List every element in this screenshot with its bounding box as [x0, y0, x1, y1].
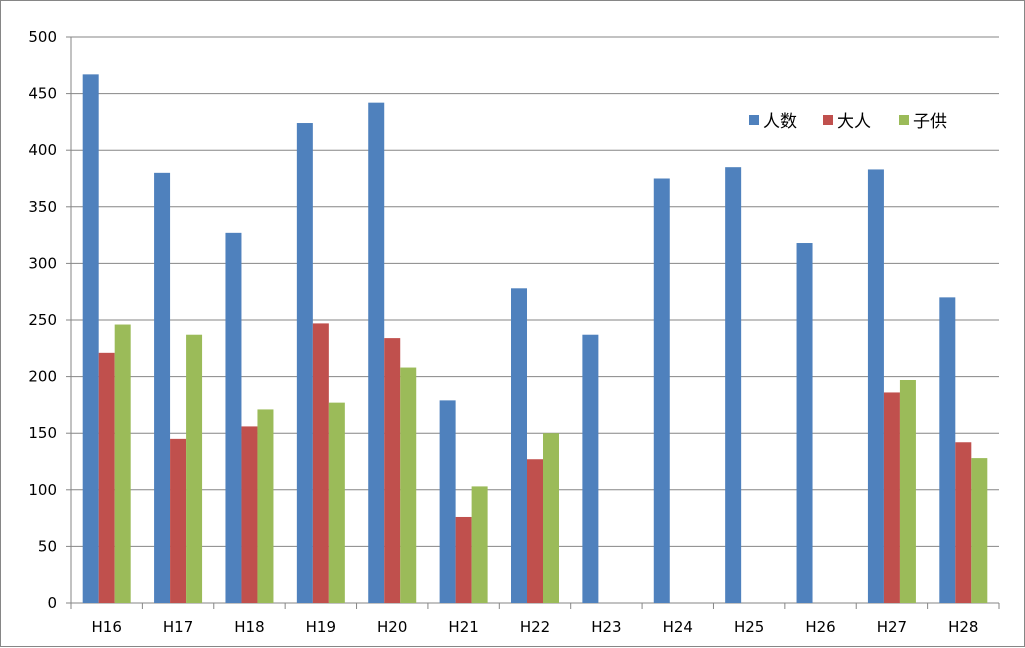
- x-tick-label: H21: [448, 618, 478, 636]
- bar-H16-子供: [114, 324, 131, 603]
- bar-H19-人数: [296, 123, 313, 604]
- bar-H25-人数: [725, 167, 742, 603]
- x-tick-label: H26: [805, 618, 835, 636]
- x-tick-label: H27: [877, 618, 907, 636]
- bar-H18-大人: [241, 426, 258, 603]
- x-tick-label: H24: [663, 618, 693, 636]
- bars: [82, 74, 988, 604]
- bar-H28-大人: [955, 442, 972, 603]
- y-tick-label: 250: [28, 311, 57, 329]
- y-tick-label: 350: [28, 198, 57, 216]
- x-tick-label: H28: [948, 618, 978, 636]
- bar-H27-大人: [883, 392, 900, 603]
- bar-H17-人数: [154, 172, 171, 603]
- bar-H21-人数: [439, 400, 456, 603]
- bar-H18-人数: [225, 232, 242, 603]
- x-tick-label: H23: [591, 618, 621, 636]
- x-tick-label: H19: [306, 618, 336, 636]
- y-tick-label: 450: [28, 85, 57, 103]
- bar-H18-子供: [257, 409, 274, 603]
- x-tick-label: H16: [92, 618, 122, 636]
- y-tick-label: 500: [28, 28, 57, 46]
- x-tick-label: H22: [520, 618, 550, 636]
- bar-H22-子供: [543, 433, 559, 603]
- y-tick-label: 150: [28, 424, 57, 442]
- bar-H19-大人: [312, 323, 329, 603]
- bar-H20-人数: [368, 102, 385, 603]
- legend-swatch: [823, 115, 833, 125]
- y-tick-label: 50: [38, 537, 57, 555]
- bar-H16-大人: [98, 352, 115, 603]
- y-axis-ticks: 0 50 100 150 200 250 300 350 400 450 500: [28, 28, 71, 612]
- bar-H20-子供: [400, 367, 417, 603]
- bar-H21-大人: [455, 516, 472, 603]
- y-tick-label: 400: [28, 141, 57, 159]
- x-tick-label: H20: [377, 618, 407, 636]
- x-tick-label: H17: [163, 618, 193, 636]
- legend-swatch: [749, 115, 759, 125]
- bar-H28-人数: [939, 297, 956, 603]
- legend-label: 人数: [763, 112, 797, 132]
- bar-H27-子供: [899, 379, 916, 603]
- bar-H28-子供: [971, 458, 988, 603]
- bar-H24-人数: [653, 178, 670, 603]
- y-tick-label: 300: [28, 254, 57, 272]
- y-tick-label: 100: [28, 481, 57, 499]
- bar-H17-大人: [170, 438, 187, 603]
- legend-label: 大人: [837, 112, 871, 132]
- bar-H22-大人: [527, 459, 543, 603]
- legend: 人数 大人 子供: [749, 112, 947, 132]
- y-tick-label: 200: [28, 368, 57, 386]
- legend-label: 子供: [913, 112, 947, 132]
- bar-H19-子供: [328, 402, 345, 603]
- bar-H21-子供: [471, 486, 488, 603]
- bar-H22-人数: [511, 288, 527, 603]
- y-tick-label: 0: [47, 594, 57, 612]
- x-tick-label: H25: [734, 618, 764, 636]
- x-axis-ticks: H16 H17 H18 H19 H20 H21 H22 H23 H24 H25 H26 H27 H28: [70, 603, 1000, 636]
- bar-H27-人数: [867, 169, 884, 603]
- bar-H26-人数: [796, 243, 813, 604]
- legend-swatch: [899, 115, 909, 125]
- bar-H17-子供: [186, 334, 203, 603]
- bar-H20-大人: [384, 338, 401, 603]
- x-tick-label: H18: [234, 618, 264, 636]
- bar-H23-人数: [582, 334, 599, 603]
- bar-H16-人数: [82, 74, 99, 603]
